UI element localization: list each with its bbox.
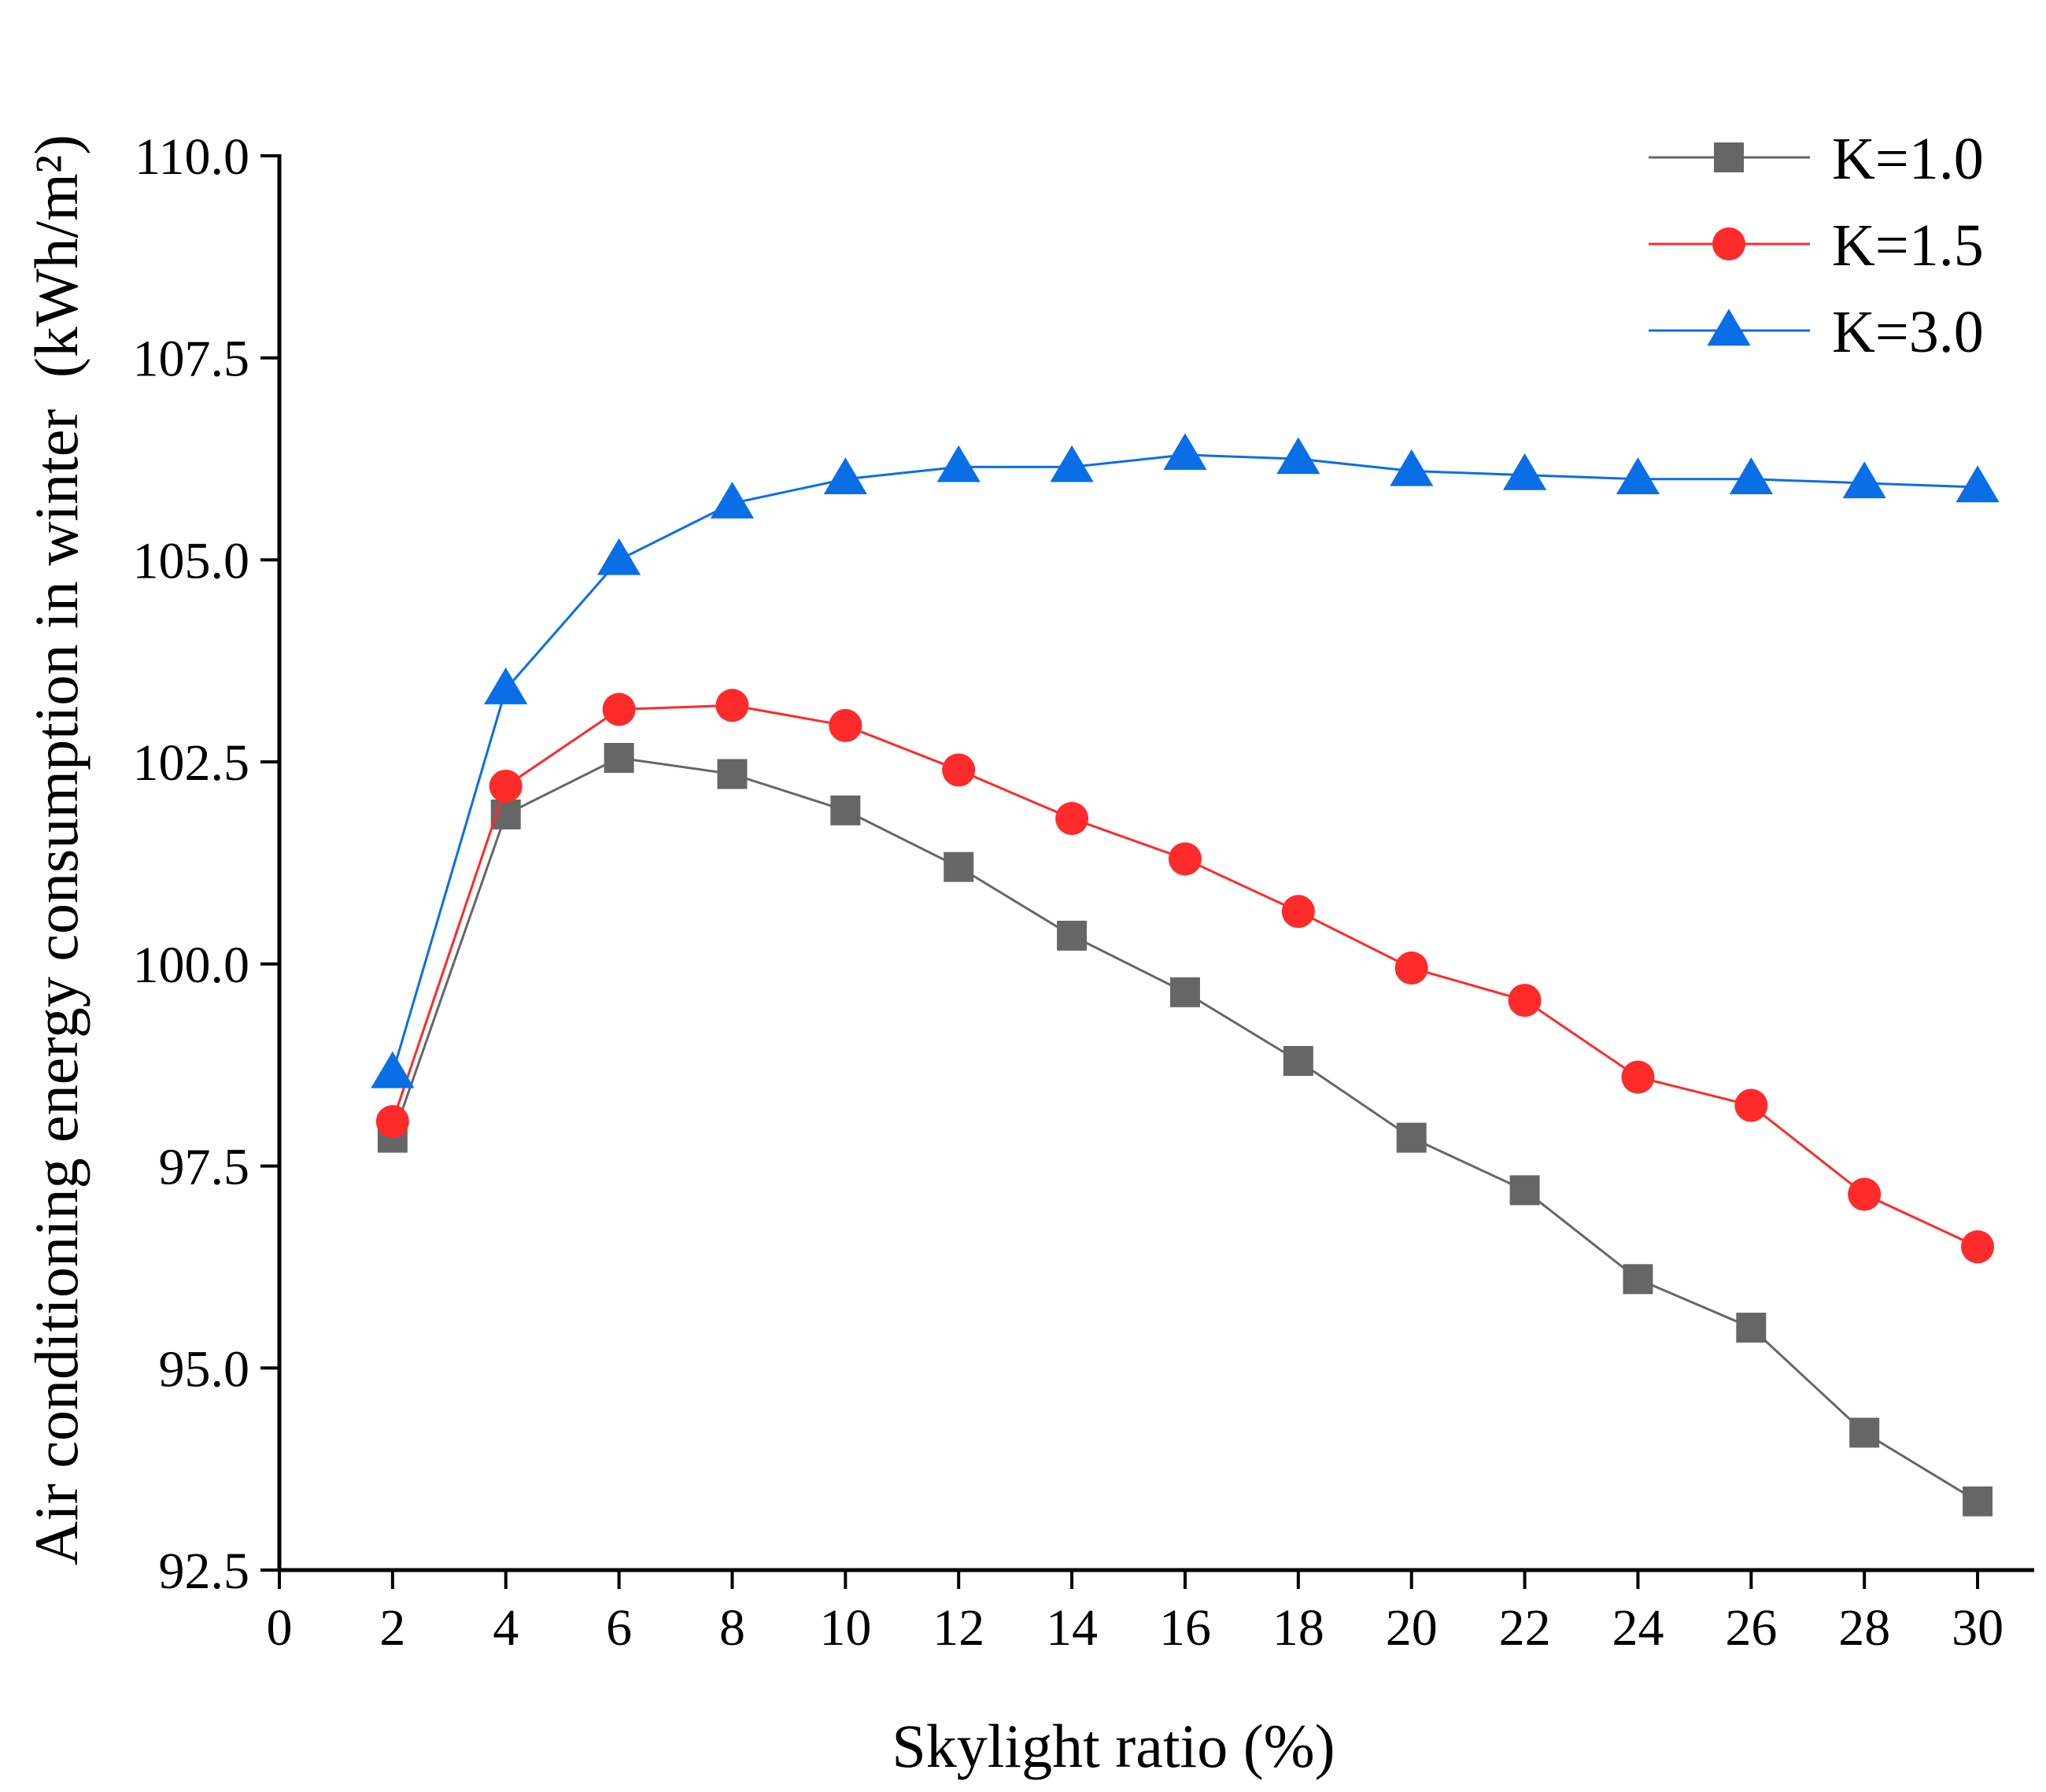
x-tick-label: 8 [719,1599,745,1657]
y-tick-label: 100.0 [133,937,250,994]
data-point [830,795,861,826]
data-point [1508,984,1542,1018]
legend-item: K=3.0 [1649,299,1984,365]
data-point [823,457,867,494]
data-point [1734,1088,1768,1122]
data-point [1961,1230,1995,1264]
x-tick-label: 24 [1612,1599,1664,1657]
series-k-3-0 [371,433,2000,1088]
x-tick-label: 20 [1386,1599,1438,1657]
data-point [1057,920,1088,951]
x-tick-label: 14 [1046,1599,1098,1657]
x-tick-label: 6 [606,1599,632,1657]
data-point [942,753,976,787]
data-point [1621,1060,1655,1094]
data-point [1394,951,1428,985]
data-point [1169,977,1200,1007]
x-tick-label: 10 [819,1599,871,1657]
y-tick-label: 92.5 [159,1543,250,1600]
legend-label: K=1.5 [1832,212,1984,279]
data-point [936,445,981,482]
legend-marker [1712,227,1745,260]
data-point [1729,457,1773,494]
legend: K=1.0 K=1.5 K=3.0 [1649,126,1984,365]
y-tick-label: 102.5 [133,734,250,792]
data-point [1163,433,1207,471]
data-point [710,481,755,519]
legend-item: K=1.5 [1649,212,1984,279]
x-tick-label: 26 [1725,1599,1777,1657]
data-point [602,693,636,726]
data-point [1848,1177,1882,1211]
x-tick-label: 28 [1838,1599,1890,1657]
legend-marker [1714,142,1744,172]
series-layer [371,433,2000,1517]
y-tick-label: 105.0 [133,532,250,589]
data-point [1168,842,1202,876]
data-point [1849,1417,1880,1448]
data-point [1623,1264,1653,1295]
y-axis-title: Air conditioning energy consumption in w… [22,135,90,1565]
data-point [1396,1122,1427,1153]
data-point [1055,802,1089,836]
x-tick-label: 22 [1499,1599,1551,1657]
data-point [1842,461,1886,499]
x-axis-title: Skylight ratio (%) [892,1712,1335,1780]
x-tick-label: 12 [933,1599,984,1657]
data-point [371,1051,415,1088]
data-point [484,667,528,704]
data-point [1963,1486,1993,1517]
legend-label: K=1.0 [1832,126,1984,192]
y-tick-label: 97.5 [159,1139,250,1196]
series-k-1-5 [375,689,1995,1264]
data-point [1390,449,1434,486]
data-point [1736,1312,1767,1343]
data-point [1956,465,2000,503]
data-point [604,743,634,774]
data-point [1509,1175,1540,1206]
x-tick-label: 2 [379,1599,405,1657]
data-point [1281,895,1315,929]
y-axis-title-text: Air conditioning energy consumption in w… [22,409,90,1566]
series-line [391,704,1978,1248]
y-tick-label: 110.0 [135,128,249,186]
x-tick-label: 30 [1952,1599,2004,1657]
data-point [597,538,641,575]
data-point [1276,437,1320,475]
data-point [1502,453,1547,490]
data-point [1050,445,1094,482]
series-k-1-0 [377,743,1993,1517]
legend-item: K=1.0 [1649,126,1984,192]
data-point [717,759,748,789]
data-point [1283,1046,1313,1077]
x-tick-label: 18 [1272,1599,1324,1657]
legend-label: K=3.0 [1832,299,1984,365]
data-point [489,769,523,803]
y-tick-label: 95.0 [159,1340,250,1398]
y-axis-title-unit: (kWh/m²) [22,135,90,378]
data-point [375,1105,409,1139]
x-tick-label: 0 [267,1599,293,1657]
data-point [715,689,749,722]
data-point [829,708,862,742]
y-tick-label: 107.5 [133,331,250,388]
x-tick-label: 4 [493,1599,519,1657]
x-tick-label: 16 [1159,1599,1211,1657]
data-point [1616,457,1660,494]
data-point [944,852,974,882]
axes: 0 2 4 6 8 10 12 14 16 18 20 22 24 26 28 3092.595.097.51… [133,128,2034,1657]
legend-marker [1707,309,1751,346]
